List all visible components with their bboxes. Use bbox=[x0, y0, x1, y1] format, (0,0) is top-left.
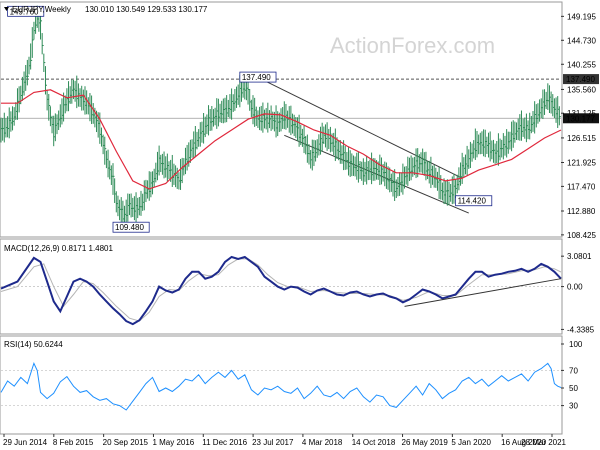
macd-y-tick-label: 0.00 bbox=[567, 283, 583, 292]
price-callout-box bbox=[112, 221, 150, 233]
rsi-y-tick-label: 50 bbox=[569, 384, 578, 393]
macd-series: 3.0801 0.00 -4.3385 bbox=[0, 252, 595, 334]
price-y-tick-label: 121.925 bbox=[567, 159, 596, 168]
price-y-tick-label: 144.730 bbox=[567, 36, 596, 45]
x-tick-label: 5 Jan 2020 bbox=[451, 438, 491, 447]
moving-average-line bbox=[1, 89, 562, 190]
macd-y-tick-label: 3.0801 bbox=[567, 252, 592, 261]
last-price-tag: 130.177 bbox=[566, 114, 595, 123]
price-y-tick-label: 108.425 bbox=[567, 231, 596, 240]
price-title-symbol: EURJPY,Weekly bbox=[12, 5, 71, 14]
x-tick-label: 16 Aug 2020 bbox=[501, 438, 546, 447]
price-y-tick-label: 117.470 bbox=[567, 182, 596, 191]
x-tick-label: 20 Sep 2015 bbox=[103, 438, 149, 447]
price-y-tick-label: 135.560 bbox=[567, 85, 596, 94]
x-tick-label: 28 Mar 2021 bbox=[521, 438, 566, 447]
price-title-values: 130.010 130.549 129.533 130.177 bbox=[85, 5, 208, 14]
macd-signal-line bbox=[0, 258, 562, 322]
price-y-tick-label: 126.515 bbox=[567, 134, 596, 143]
macd-title: MACD(12,26,9) 0.8171 1.4801 bbox=[4, 244, 114, 253]
last-price-tag-box bbox=[563, 113, 599, 124]
price-callout-label: 137.490 bbox=[242, 73, 271, 82]
price-callout-box bbox=[455, 195, 493, 207]
price-callout-box bbox=[239, 71, 277, 83]
price-y-tick-label: 140.255 bbox=[567, 60, 596, 69]
rsi-y-tick-label: 100 bbox=[569, 340, 583, 349]
price-panel bbox=[0, 1, 563, 238]
x-tick-label: 11 Dec 2016 bbox=[202, 438, 247, 447]
price-callout-label: 109.480 bbox=[115, 223, 144, 232]
macd-trendline bbox=[404, 278, 562, 307]
x-tick-label: 14 Oct 2018 bbox=[352, 438, 396, 447]
rsi-line bbox=[0, 362, 562, 411]
macd-y-tick-label: -4.3385 bbox=[567, 325, 595, 334]
rsi-panel bbox=[0, 335, 563, 435]
macd-main-line bbox=[0, 255, 562, 326]
rsi-title: RSI(14) 50.6244 bbox=[4, 340, 63, 349]
price-callout-label: 149.760 bbox=[10, 7, 39, 16]
channel-upper-line bbox=[261, 78, 463, 179]
x-tick-label: 29 Jun 2014 bbox=[3, 438, 48, 447]
menu-triangle-icon[interactable] bbox=[4, 7, 9, 11]
price-y-tick-label: 149.195 bbox=[567, 12, 596, 21]
level-line-tag-box bbox=[563, 74, 599, 85]
price-y-tick-label: 112.880 bbox=[567, 207, 596, 216]
price-axis: 149.760 137.490 109.480 114.420 149.195 144.7… bbox=[7, 5, 599, 240]
x-tick-label: 23 Jul 2017 bbox=[252, 438, 294, 447]
rsi-y-tick-label: 70 bbox=[569, 366, 578, 375]
x-tick-label: 26 May 2019 bbox=[402, 438, 449, 447]
x-tick-label: 8 Feb 2015 bbox=[53, 438, 94, 447]
level-line-tag: 137.490 bbox=[566, 75, 595, 84]
x-tick-label: 4 Mar 2018 bbox=[302, 438, 343, 447]
watermark: ActionForex.com bbox=[330, 33, 495, 58]
rsi-series: 100 70 50 30 bbox=[0, 340, 583, 411]
x-axis: 29 Jun 2014 8 Feb 2015 20 Sep 2015 1 May 20… bbox=[3, 434, 567, 447]
price-callout-box bbox=[7, 5, 45, 17]
price-callout-label: 114.420 bbox=[458, 197, 487, 206]
price-series bbox=[0, 5, 562, 229]
rsi-y-tick-label: 30 bbox=[569, 402, 578, 411]
x-tick-label: 1 May 2016 bbox=[152, 438, 194, 447]
